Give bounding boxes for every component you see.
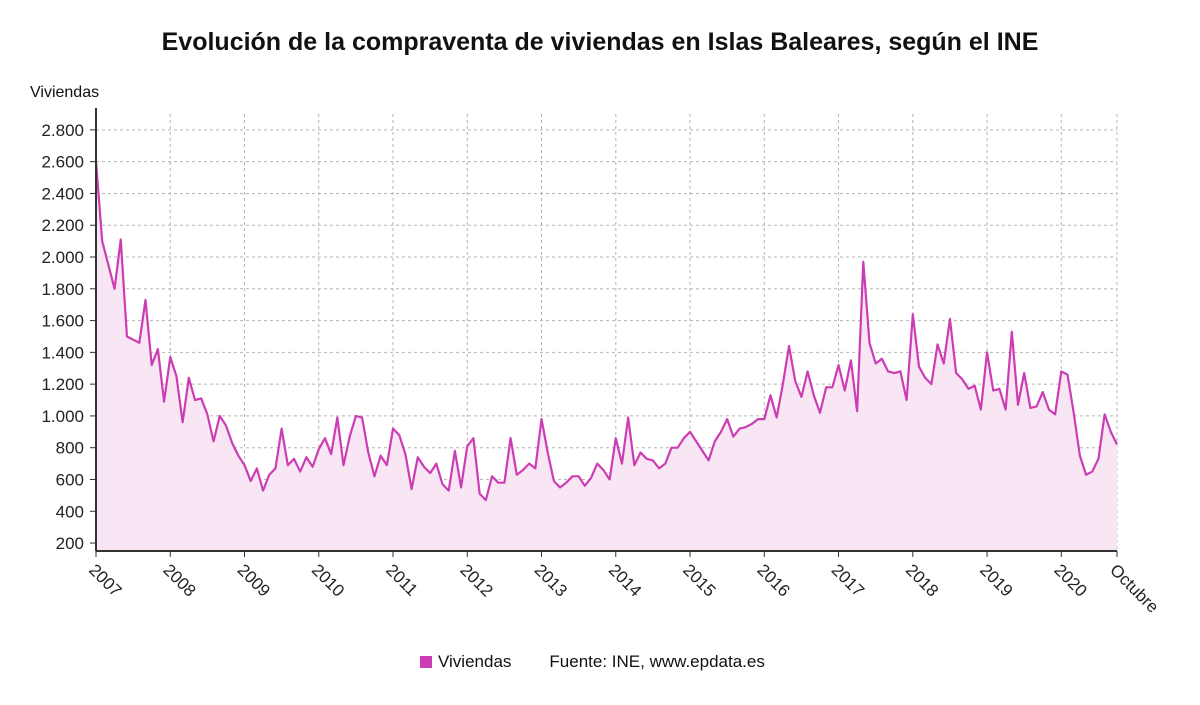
x-tick-label: 2009 (234, 560, 274, 600)
x-tick-label: 2012 (456, 560, 496, 600)
x-tick-label: 2020 (1050, 560, 1090, 600)
source-text: Fuente: INE, www.epdata.es (549, 652, 765, 671)
series-line-viviendas (94, 161, 1118, 502)
x-tick-label: 2013 (531, 560, 571, 600)
y-tick-label: 1.800 (41, 280, 84, 299)
series-area-viviendas (96, 161, 1117, 552)
x-tick-label: 2014 (605, 560, 645, 600)
y-tick-label: 2.000 (41, 248, 84, 267)
x-tick-label: Octubre (1106, 560, 1162, 616)
y-tick-label: 2.800 (41, 121, 84, 140)
x-tick-label: 2015 (679, 560, 719, 600)
y-tick-label: 400 (56, 502, 84, 521)
legend-label: Viviendas (438, 652, 512, 671)
x-tick-label: 2010 (308, 560, 348, 600)
legend-swatch (420, 656, 432, 668)
y-axis-label: Viviendas (30, 84, 100, 101)
y-tick-label: 1.000 (41, 407, 84, 426)
x-tick-label: 2008 (159, 560, 199, 600)
y-tick-label: 2.200 (41, 216, 84, 235)
y-tick-label: 1.600 (41, 312, 84, 331)
x-tick-label: 2016 (753, 560, 793, 600)
x-tick-label: 2007 (85, 560, 125, 600)
legend: Viviendas Fuente: INE, www.epdata.es (420, 652, 765, 672)
x-tick-label: 2011 (382, 560, 421, 599)
y-tick-label: 800 (56, 439, 84, 458)
y-tick-label: 200 (56, 534, 84, 553)
y-tick-label: 2.400 (41, 184, 84, 203)
x-tick-label: 2017 (828, 560, 868, 600)
y-tick-label: 2.600 (41, 153, 84, 172)
y-tick-label: 600 (56, 470, 84, 489)
y-tick-label: 1.400 (41, 343, 84, 362)
x-tick-label: 2019 (976, 560, 1016, 600)
y-tick-label: 1.200 (41, 375, 84, 394)
chart-title: Evolución de la compraventa de viviendas… (161, 28, 1039, 56)
x-tick-label: 2018 (902, 560, 942, 600)
